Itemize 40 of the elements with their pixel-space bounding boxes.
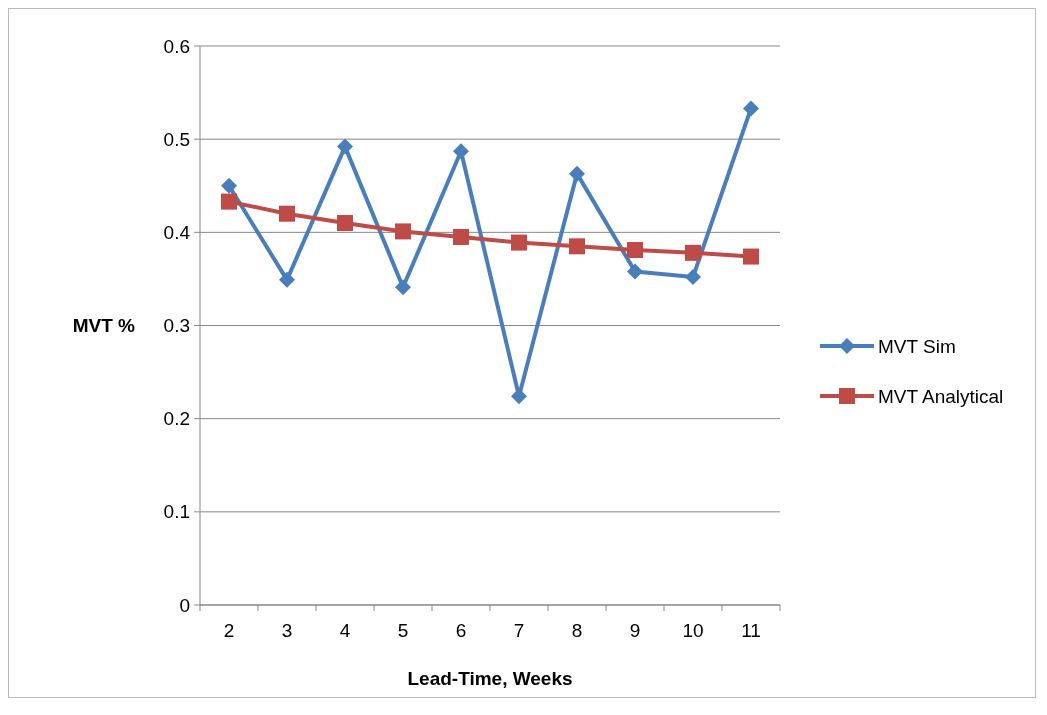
x-tick-label: 9 <box>629 620 641 641</box>
point <box>743 248 759 265</box>
y-tick-label: 0 <box>179 594 190 616</box>
point <box>279 205 295 222</box>
y-axis-title: MVT % <box>72 315 136 337</box>
y-tick-label: 0.1 <box>163 501 190 523</box>
y-tick-label: 0.4 <box>163 221 191 243</box>
point <box>395 279 411 296</box>
x-tick-label: 6 <box>455 620 467 641</box>
legend-label: MVT Analytical <box>878 385 1004 407</box>
point <box>395 223 411 240</box>
y-tick-label: 0.5 <box>163 128 190 150</box>
x-tick-label: 3 <box>281 620 293 641</box>
point <box>685 269 701 286</box>
point <box>221 177 237 194</box>
x-axis-title: Lead-Time, Weeks <box>407 668 573 689</box>
point <box>627 242 643 259</box>
point <box>221 193 237 210</box>
point <box>685 244 701 261</box>
point <box>511 234 527 251</box>
point <box>627 263 643 280</box>
point <box>743 100 759 117</box>
x-tick-label: 4 <box>339 620 351 641</box>
point <box>453 228 469 245</box>
point <box>569 165 585 182</box>
y-tick-label: 0.3 <box>163 315 190 337</box>
legend-label: MVT Sim <box>878 335 956 357</box>
x-tick-label: 2 <box>223 620 235 641</box>
y-tick-label: 0.6 <box>163 35 190 57</box>
y-tick-label: 0.2 <box>163 408 190 430</box>
x-tick-label: 7 <box>513 620 525 641</box>
x-tick-label: 10 <box>682 620 704 641</box>
point <box>337 215 353 232</box>
x-tick-label: 5 <box>397 620 409 641</box>
x-tick-label: 8 <box>571 620 583 641</box>
point <box>453 143 469 160</box>
point <box>569 238 585 255</box>
point <box>337 138 353 155</box>
x-tick-label: 11 <box>741 620 761 641</box>
point <box>279 271 295 288</box>
